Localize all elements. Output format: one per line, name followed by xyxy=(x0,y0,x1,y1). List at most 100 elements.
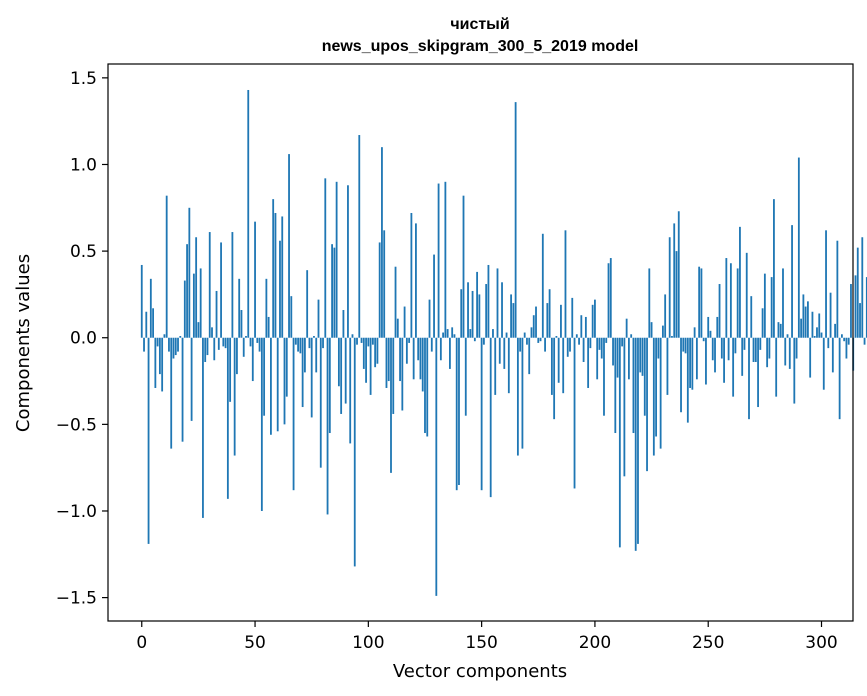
bar-186 xyxy=(562,337,565,394)
bar-149 xyxy=(478,294,481,338)
bar-9 xyxy=(161,337,164,392)
bar-35 xyxy=(220,242,222,338)
bar-177 xyxy=(541,233,544,338)
bar-78 xyxy=(317,299,320,338)
bar-136 xyxy=(449,337,451,369)
bar-256 xyxy=(720,337,723,359)
bar-110 xyxy=(390,337,392,473)
bar-277 xyxy=(768,337,771,359)
bar-148 xyxy=(476,271,479,338)
bar-292 xyxy=(802,294,805,338)
bar-115 xyxy=(401,337,404,411)
bar-210 xyxy=(616,337,619,378)
bar-64 xyxy=(285,337,288,397)
bar-45 xyxy=(242,337,245,357)
bar-206 xyxy=(607,263,610,338)
bar-254 xyxy=(716,316,719,338)
bar-67 xyxy=(292,337,295,491)
bar-5 xyxy=(152,308,154,338)
bar-130 xyxy=(435,337,438,596)
bar-19 xyxy=(183,280,186,338)
bar-309 xyxy=(840,334,843,338)
bar-119 xyxy=(410,212,413,338)
bar-150 xyxy=(480,337,483,491)
bar-22 xyxy=(190,337,193,421)
bar-30 xyxy=(208,232,211,338)
bar-40 xyxy=(231,232,234,338)
y-tick-label: 0.0 xyxy=(70,329,97,349)
bar-52 xyxy=(258,337,261,352)
bar-235 xyxy=(673,223,676,338)
bar-20 xyxy=(186,244,188,338)
bar-317 xyxy=(859,303,861,338)
bar-104 xyxy=(376,337,379,364)
bar-160 xyxy=(503,337,506,369)
bar-183 xyxy=(555,336,558,338)
bar-284 xyxy=(784,337,787,366)
bar-145 xyxy=(469,329,472,338)
bar-113 xyxy=(396,318,399,338)
bar-158 xyxy=(498,337,501,364)
bar-12 xyxy=(168,337,170,352)
bar-59 xyxy=(274,212,277,338)
bar-154 xyxy=(489,337,492,498)
bar-166 xyxy=(516,337,519,456)
bar-103 xyxy=(374,337,377,368)
bar-76 xyxy=(313,336,315,338)
bar-137 xyxy=(451,327,454,338)
bar-312 xyxy=(847,337,850,345)
bar-80 xyxy=(322,337,324,349)
y-tick-label: −1.5 xyxy=(56,589,97,609)
bar-100 xyxy=(367,337,370,347)
bar-97 xyxy=(360,337,363,343)
bar-96 xyxy=(358,135,361,338)
bar-203 xyxy=(600,337,603,359)
bar-164 xyxy=(512,303,515,338)
bar-14 xyxy=(172,337,175,359)
bar-54 xyxy=(263,337,266,416)
bar-237 xyxy=(677,211,680,338)
bar-230 xyxy=(661,325,664,338)
bar-182 xyxy=(553,337,556,420)
bar-63 xyxy=(283,337,286,425)
bar-259 xyxy=(727,337,730,361)
bar-108 xyxy=(385,337,388,388)
bar-272 xyxy=(757,337,759,408)
bar-249 xyxy=(705,337,707,385)
bar-286 xyxy=(788,337,791,369)
bar-36 xyxy=(222,337,225,347)
bar-101 xyxy=(369,337,372,395)
bar-293 xyxy=(804,306,807,338)
bar-10 xyxy=(163,334,166,338)
bar-187 xyxy=(564,230,567,338)
bar-89 xyxy=(342,310,345,338)
bar-47 xyxy=(247,89,250,338)
x-tick-label: 250 xyxy=(692,633,724,653)
bar-84 xyxy=(331,244,333,338)
bar-152 xyxy=(485,284,488,338)
bar-298 xyxy=(816,327,818,338)
bar-138 xyxy=(453,334,456,338)
x-tick-label: 0 xyxy=(136,633,147,653)
bar-179 xyxy=(546,303,549,338)
bar-57 xyxy=(270,337,272,435)
bar-172 xyxy=(530,327,533,338)
bar-series xyxy=(140,89,867,596)
bar-81 xyxy=(324,178,327,338)
bar-205 xyxy=(605,337,608,343)
bar-24 xyxy=(195,237,198,338)
y-tick-label: −0.5 xyxy=(56,415,97,435)
bar-297 xyxy=(813,336,816,338)
bar-18 xyxy=(181,337,184,442)
bar-90 xyxy=(344,337,347,404)
bar-26 xyxy=(199,268,202,338)
bar-185 xyxy=(560,304,562,338)
bar-299 xyxy=(818,313,821,338)
bar-194 xyxy=(580,315,583,338)
bar-188 xyxy=(566,337,569,357)
bar-191 xyxy=(573,337,576,489)
bar-144 xyxy=(467,282,469,338)
bar-87 xyxy=(337,337,340,387)
bar-207 xyxy=(609,258,612,338)
bar-285 xyxy=(786,334,789,338)
